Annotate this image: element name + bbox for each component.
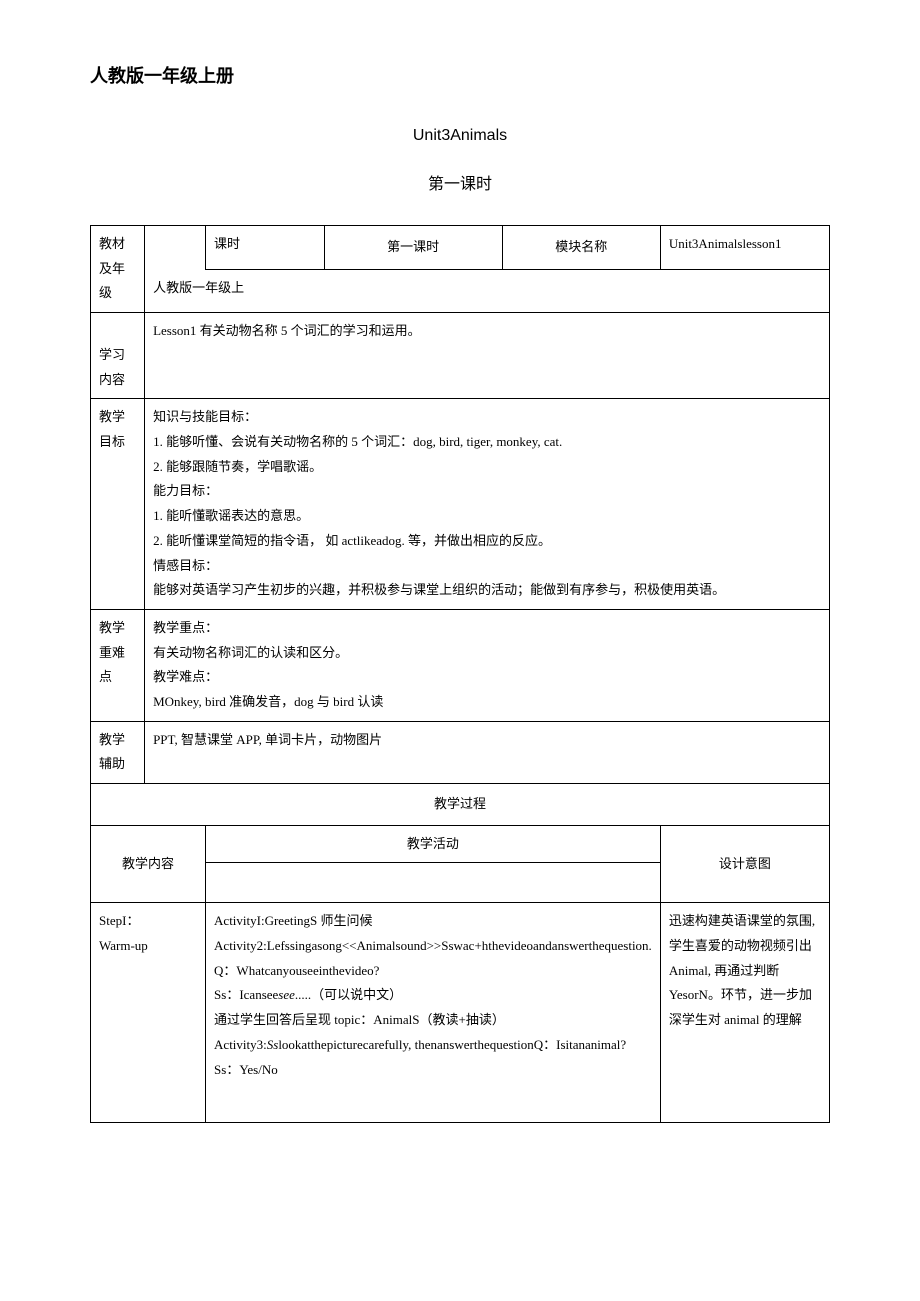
content-label: 学习内容	[91, 313, 145, 399]
keshi-label: 课时	[206, 225, 325, 269]
goal-line: 知识与技能目标：	[153, 405, 821, 430]
step-name: StepI： Warm-up	[91, 903, 206, 1123]
aids-content: PPT, 智慧课堂 APP, 单词卡片，动物图片	[145, 721, 830, 783]
table-row: 人教版一年级上	[91, 269, 830, 313]
process-col3-header: 设计意图	[660, 825, 829, 903]
table-row: 教学内容 教学活动 设计意图	[91, 825, 830, 863]
table-row: 教学过程	[91, 784, 830, 826]
table-row: 教材及年级 课时 第一课时 模块名称 Unit3Animalslesson1	[91, 225, 830, 269]
activity-italic: see	[278, 987, 295, 1002]
activity-line: Ss：Yes/No	[214, 1058, 652, 1083]
goal-line: 能力目标：	[153, 479, 821, 504]
empty-subheader	[206, 863, 661, 903]
keypoint-line: 教学重点：	[153, 616, 821, 641]
table-row: StepI： Warm-up ActivityI:GreetingS 师生问候 …	[91, 903, 830, 1123]
keypoints-label: 教学重难点	[91, 609, 145, 721]
goal-line: 2. 能够跟随节奏，学唱歌谣。	[153, 455, 821, 480]
activity-text: lookatthepicturecarefully, thenanswerthe…	[278, 1037, 626, 1052]
goals-label: 教学目标	[91, 399, 145, 610]
activity-line: Activity2:Lefssingasong<<Animalsound>>Ss…	[214, 934, 652, 959]
process-col1-header: 教学内容	[91, 825, 206, 903]
goal-line: 2. 能听懂课堂简短的指令语， 如 actlikeadog. 等，并做出相应的反…	[153, 529, 821, 554]
activity-line: Ss：Icanseesee.....（可以说中文）	[214, 983, 652, 1008]
table-row: 教学辅助 PPT, 智慧课堂 APP, 单词卡片，动物图片	[91, 721, 830, 783]
empty-cell	[145, 225, 206, 269]
goal-line: 1. 能听懂歌谣表达的意思。	[153, 504, 821, 529]
unit-heading: Unit3Animals	[90, 122, 830, 151]
textbook-grade-value: 人教版一年级上	[145, 269, 830, 313]
process-col2-header: 教学活动	[206, 825, 661, 863]
keypoint-line: 有关动物名称词汇的认读和区分。	[153, 641, 821, 666]
process-header: 教学过程	[91, 784, 830, 826]
keshi-value: 第一课时	[324, 225, 502, 269]
activity-text: Ss：Icansee	[214, 987, 278, 1002]
activity-text: .....（可以说中文）	[295, 987, 402, 1002]
step-line: StepI：	[99, 909, 197, 934]
activity-line: ActivityI:GreetingS 师生问候	[214, 909, 652, 934]
goal-line: 1. 能够听懂、会说有关动物名称的 5 个词汇：dog, bird, tiger…	[153, 430, 821, 455]
goals-content: 知识与技能目标： 1. 能够听懂、会说有关动物名称的 5 个词汇：dog, bi…	[145, 399, 830, 610]
goal-line: 能够对英语学习产生初步的兴趣，并积极参与课堂上组织的活动；能做到有序参与，积极使…	[153, 578, 821, 603]
aids-label: 教学辅助	[91, 721, 145, 783]
table-row: 教学目标 知识与技能目标： 1. 能够听懂、会说有关动物名称的 5 个词汇：do…	[91, 399, 830, 610]
lesson-plan-table: 教材及年级 课时 第一课时 模块名称 Unit3Animalslesson1 人…	[90, 225, 830, 1123]
activity-line: 通过学生回答后呈现 topic：AnimalS（教读+抽读）	[214, 1008, 652, 1033]
table-row: 教学重难点 教学重点： 有关动物名称词汇的认读和区分。 教学难点： MOnkey…	[91, 609, 830, 721]
activity-line: Activity3:Sslookatthepicturecarefully, t…	[214, 1033, 652, 1058]
keypoints-content: 教学重点： 有关动物名称词汇的认读和区分。 教学难点： MOnkey, bird…	[145, 609, 830, 721]
goal-line: 情感目标：	[153, 554, 821, 579]
keypoint-line: 教学难点：	[153, 665, 821, 690]
table-row: 学习内容 Lesson1 有关动物名称 5 个词汇的学习和运用。	[91, 313, 830, 399]
textbook-grade-label: 教材及年级	[91, 225, 145, 312]
lesson-heading: 第一课时	[90, 171, 830, 200]
step-activity: ActivityI:GreetingS 师生问候 Activity2:Lefss…	[206, 903, 661, 1123]
module-label: 模块名称	[502, 225, 660, 269]
keypoint-line: MOnkey, bird 准确发音，dog 与 bird 认读	[153, 690, 821, 715]
main-heading: 人教版一年级上册	[90, 60, 830, 92]
step-line: Warm-up	[99, 934, 197, 959]
content-value: Lesson1 有关动物名称 5 个词汇的学习和运用。	[145, 313, 830, 399]
module-value: Unit3Animalslesson1	[660, 225, 829, 269]
activity-italic: Ss	[267, 1037, 279, 1052]
activity-line: Q：Whatcanyouseeinthevideo?	[214, 959, 652, 984]
step-intent: 迅速构建英语课堂的氛围, 学生喜爱的动物视频引出 Animal, 再通过判断 Y…	[660, 903, 829, 1123]
activity-text: Activity3:	[214, 1037, 267, 1052]
